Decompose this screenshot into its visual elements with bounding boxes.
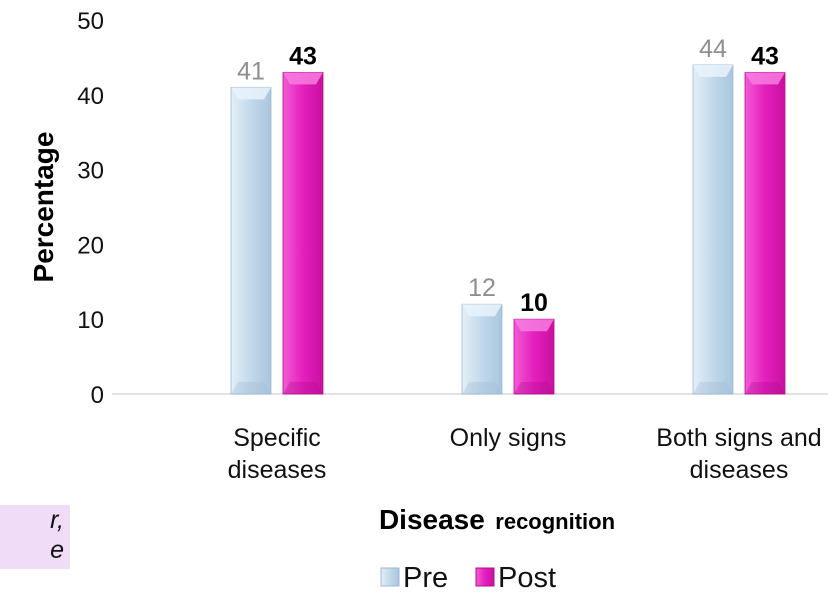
category-labels: Specific diseases Only signs Both signs and… — [228, 424, 822, 484]
data-label-post: 43 — [751, 42, 779, 70]
category-label: Specific diseases — [228, 424, 327, 484]
y-tick-label: 30 — [77, 158, 104, 185]
side-note-line-2: e — [50, 536, 64, 564]
y-tick-label: 20 — [77, 232, 104, 259]
legend: Pre Post — [380, 562, 556, 594]
legend-label: Pre — [403, 562, 448, 594]
bar-post — [282, 71, 324, 395]
data-label-pre: 12 — [468, 274, 496, 302]
legend-item-post: Post — [475, 562, 556, 594]
side-note: r, e — [0, 505, 70, 569]
side-note-line-1: r, — [50, 506, 64, 534]
data-label-post: 43 — [289, 42, 317, 70]
data-label-pre: 44 — [699, 35, 727, 63]
category-label: Only signs — [450, 424, 567, 452]
data-label-pre: 41 — [237, 57, 265, 85]
legend-swatch — [475, 567, 495, 587]
y-tick-label: 40 — [77, 83, 104, 110]
x-axis-title: Disease recognition — [379, 504, 615, 535]
x-axis-title-part1: Disease — [379, 504, 485, 535]
data-label-post: 10 — [520, 289, 548, 317]
value-labels: 41 12 44 43 10 43 — [237, 35, 779, 317]
y-tick-label: 50 — [77, 8, 104, 35]
y-tick-label: 10 — [77, 307, 104, 334]
y-axis-title: Percentage — [28, 132, 59, 283]
bar-pre — [461, 303, 503, 395]
legend-swatch — [380, 567, 400, 587]
y-axis: 0 10 20 30 40 50 — [77, 8, 104, 409]
legend-item-pre: Pre — [380, 562, 448, 594]
x-axis-title-part2: recognition — [495, 509, 615, 534]
category-label: Both signs and diseases — [656, 424, 821, 484]
legend-label: Post — [498, 562, 556, 594]
bars — [230, 64, 786, 395]
y-tick-label: 0 — [91, 382, 104, 409]
bar-pre — [692, 64, 734, 395]
bar-pre — [230, 86, 272, 395]
bar-post — [513, 318, 555, 395]
bar-post — [744, 71, 786, 395]
